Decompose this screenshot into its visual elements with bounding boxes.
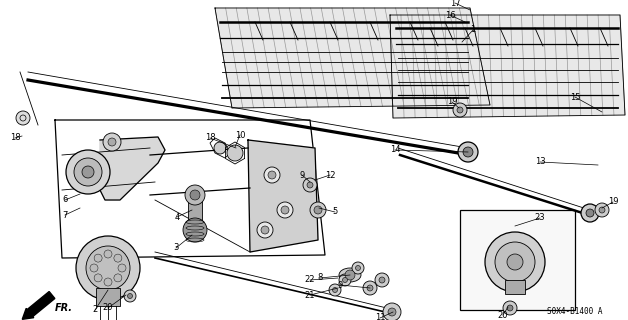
FancyArrow shape [22, 292, 55, 319]
Circle shape [104, 250, 112, 258]
Circle shape [586, 209, 594, 217]
Circle shape [383, 303, 401, 320]
Circle shape [599, 207, 605, 213]
Text: 15: 15 [570, 92, 580, 101]
Text: 6: 6 [62, 196, 68, 204]
Circle shape [363, 281, 377, 295]
Circle shape [332, 287, 337, 292]
Text: 19: 19 [608, 197, 618, 206]
Text: 4: 4 [175, 212, 180, 221]
Text: 10: 10 [235, 131, 246, 140]
Circle shape [453, 103, 467, 117]
Circle shape [108, 138, 116, 146]
Text: 20: 20 [103, 303, 113, 313]
Circle shape [485, 232, 545, 292]
Circle shape [495, 242, 535, 282]
Circle shape [388, 308, 396, 316]
Circle shape [268, 171, 276, 179]
Text: 11: 11 [375, 314, 385, 320]
Circle shape [74, 158, 102, 186]
Circle shape [507, 254, 523, 270]
Circle shape [227, 145, 243, 161]
Text: 16: 16 [445, 11, 455, 20]
Polygon shape [215, 8, 490, 108]
Text: 13: 13 [534, 157, 545, 166]
Bar [188, 200, 202, 222]
Circle shape [352, 262, 364, 274]
Circle shape [127, 293, 133, 299]
Text: 12: 12 [325, 171, 335, 180]
Text: 14: 14 [390, 146, 400, 155]
Circle shape [86, 246, 130, 290]
Circle shape [595, 203, 609, 217]
Circle shape [82, 166, 94, 178]
Bar [505, 280, 525, 294]
Circle shape [183, 218, 207, 242]
Text: 3: 3 [173, 244, 179, 252]
Circle shape [339, 274, 351, 286]
Circle shape [367, 285, 373, 291]
Text: 9: 9 [337, 281, 343, 290]
Circle shape [214, 142, 226, 154]
Ellipse shape [339, 268, 361, 282]
Circle shape [264, 167, 280, 183]
Circle shape [281, 206, 289, 214]
Circle shape [379, 277, 385, 283]
Circle shape [114, 254, 122, 262]
Circle shape [257, 222, 273, 238]
Text: 5: 5 [332, 207, 338, 217]
Circle shape [16, 111, 30, 125]
Circle shape [458, 142, 478, 162]
Text: 20: 20 [498, 310, 508, 319]
Circle shape [463, 147, 473, 157]
Text: 18: 18 [9, 133, 20, 142]
Circle shape [307, 182, 313, 188]
Circle shape [355, 266, 360, 270]
Circle shape [185, 185, 205, 205]
Text: 18: 18 [205, 133, 215, 142]
Polygon shape [390, 15, 625, 118]
Circle shape [66, 150, 110, 194]
Text: 7: 7 [62, 211, 68, 220]
Text: 19: 19 [447, 98, 457, 107]
Text: 17: 17 [450, 0, 460, 7]
Circle shape [345, 270, 355, 280]
Circle shape [261, 226, 269, 234]
Circle shape [190, 190, 200, 200]
Text: S0X4-B1400 A: S0X4-B1400 A [547, 308, 603, 316]
Circle shape [375, 273, 389, 287]
Circle shape [457, 107, 463, 113]
Circle shape [118, 264, 126, 272]
Circle shape [507, 305, 513, 311]
Circle shape [94, 274, 102, 282]
Circle shape [277, 202, 293, 218]
Text: 2: 2 [92, 306, 97, 315]
Circle shape [581, 204, 599, 222]
Text: 9: 9 [300, 171, 305, 180]
Text: 1: 1 [470, 26, 475, 35]
Polygon shape [248, 140, 318, 252]
Text: 21: 21 [305, 291, 315, 300]
Circle shape [103, 133, 121, 151]
Circle shape [90, 264, 98, 272]
Circle shape [76, 236, 140, 300]
Bar [96, 288, 120, 306]
Polygon shape [100, 137, 165, 200]
Text: 8: 8 [317, 274, 323, 283]
Circle shape [303, 178, 317, 192]
Text: 22: 22 [305, 276, 315, 284]
Circle shape [329, 284, 341, 296]
Circle shape [94, 254, 102, 262]
Circle shape [104, 278, 112, 286]
Circle shape [310, 202, 326, 218]
Text: 23: 23 [534, 213, 545, 222]
Bar [460, 210, 575, 310]
Circle shape [342, 277, 347, 283]
Circle shape [124, 290, 136, 302]
Circle shape [503, 301, 517, 315]
Circle shape [114, 274, 122, 282]
Circle shape [314, 206, 322, 214]
Text: FR.: FR. [55, 303, 73, 313]
